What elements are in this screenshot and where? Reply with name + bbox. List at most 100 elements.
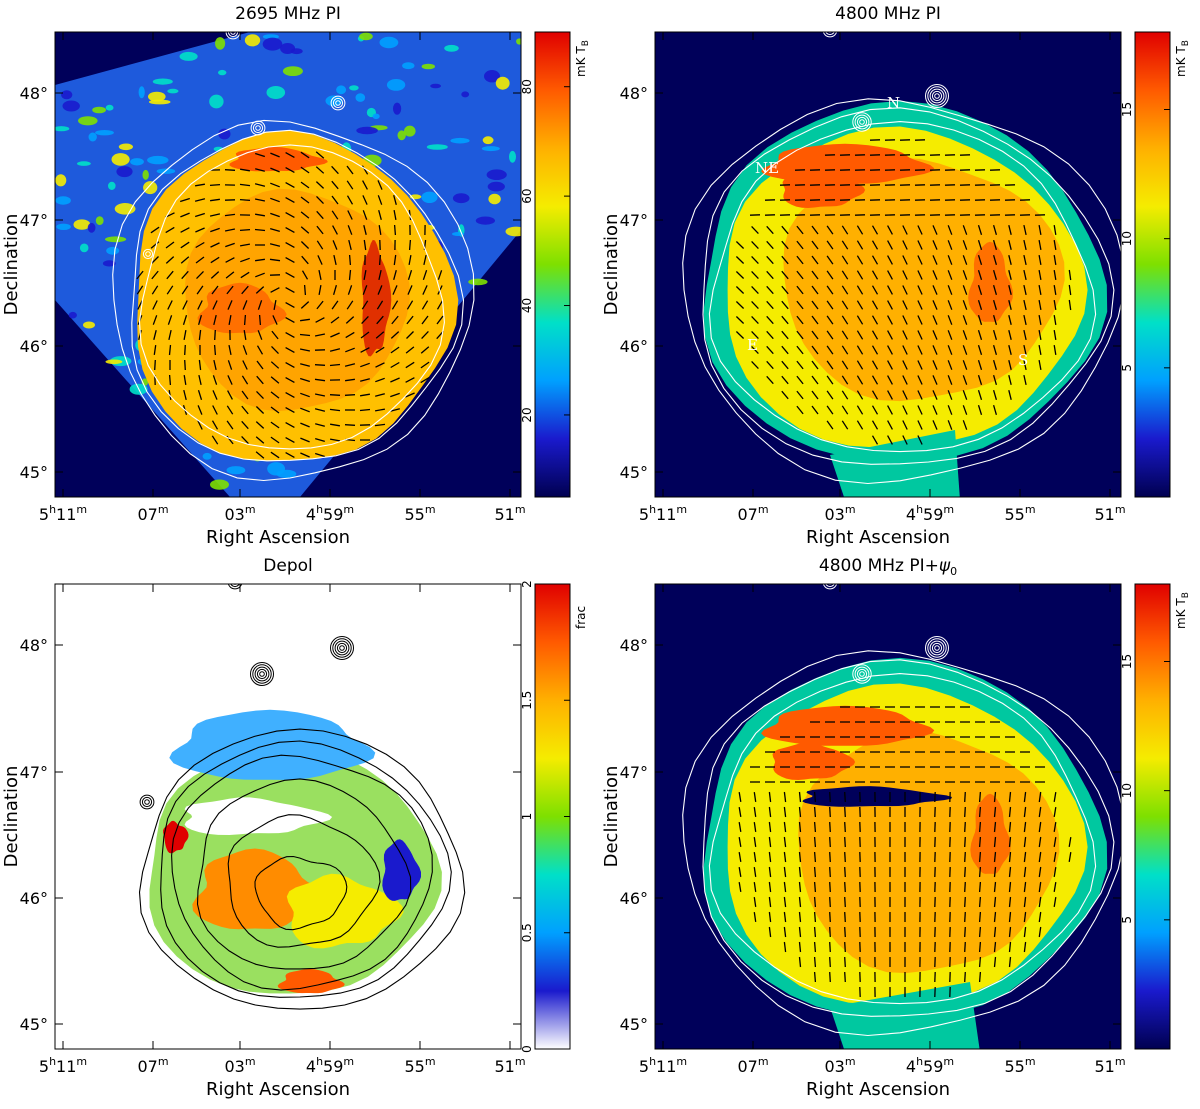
pol-vector xyxy=(215,330,216,340)
ra-tick-label: 55m xyxy=(404,1055,435,1076)
ra-m-unit: m xyxy=(425,503,436,516)
ra-h-unit: h xyxy=(49,503,56,516)
noise-blob xyxy=(69,312,77,319)
pol-vector xyxy=(815,867,816,877)
ra-m-unit: m xyxy=(1115,503,1126,516)
noise-blob xyxy=(53,126,69,131)
ra-tick-label: 03m xyxy=(824,503,855,524)
pol-vector xyxy=(845,972,846,982)
pol-vector xyxy=(980,972,981,982)
colorbar-tick-label: 5 xyxy=(1120,364,1134,372)
ra-m-unit: m xyxy=(158,1055,169,1068)
ra-m-unit: m xyxy=(676,503,687,516)
pol-vector xyxy=(980,912,981,922)
noise-blob xyxy=(398,130,406,140)
ra-h-unit: h xyxy=(916,503,923,516)
pol-vector xyxy=(965,927,966,937)
colorbar-unit: mK TB xyxy=(1174,40,1191,77)
ra-tick-hours: 4 xyxy=(306,1057,316,1076)
pol-vector xyxy=(965,912,966,922)
region-label-n: N xyxy=(887,94,900,112)
ra-tick-hours: 4 xyxy=(906,1057,916,1076)
pol-vector xyxy=(815,957,816,967)
pol-vector xyxy=(965,792,966,802)
ra-m-unit: m xyxy=(1115,1055,1126,1068)
pol-vector xyxy=(815,882,816,892)
pol-vector xyxy=(830,912,831,922)
ra-tick-label: 51m xyxy=(494,1055,525,1076)
pol-vector xyxy=(315,365,325,366)
colorbar-tick-label: 40 xyxy=(520,298,534,313)
noise-blob xyxy=(143,181,157,194)
noise-blob xyxy=(106,360,123,365)
ra-tick-hours: 5 xyxy=(39,1057,49,1076)
noise-blob xyxy=(422,64,435,70)
noise-blob xyxy=(245,34,260,46)
region-label-s: S xyxy=(1018,351,1028,369)
ra-m-unit: m xyxy=(1025,503,1036,516)
pol-vector xyxy=(845,852,846,862)
ra-tick-minutes: 07 xyxy=(737,1057,757,1076)
pol-vector xyxy=(350,255,351,265)
noise-blob xyxy=(89,133,97,142)
ra-m-unit: m xyxy=(245,503,256,516)
pol-vector xyxy=(980,927,981,937)
noise-blob xyxy=(116,166,132,177)
x-axis-label: Right Ascension xyxy=(806,527,950,548)
pol-vector xyxy=(815,912,816,922)
colorbar-tick-label: 15 xyxy=(1120,102,1134,117)
pol-vector xyxy=(245,315,246,325)
noise-blob xyxy=(83,322,95,329)
noise-blob xyxy=(227,466,246,474)
ra-tick-minutes: 11 xyxy=(656,1057,676,1076)
ra-tick-minutes: 03 xyxy=(224,1057,244,1076)
pol-vector xyxy=(345,395,355,396)
dec-tick-label: 46° xyxy=(620,889,648,908)
ra-tick-minutes: 55 xyxy=(1004,1057,1024,1076)
ra-m-unit: m xyxy=(245,1055,256,1068)
pol-vector xyxy=(185,360,186,370)
chart-title: Depol xyxy=(263,556,312,576)
noise-blob xyxy=(488,182,505,192)
noise-blob xyxy=(488,194,500,205)
pol-vector xyxy=(210,185,220,186)
pol-vector xyxy=(815,852,816,862)
colorbar-gradient xyxy=(1135,584,1170,1049)
pol-vector xyxy=(830,807,831,817)
dec-tick-label: 47° xyxy=(20,211,48,230)
noise-blob xyxy=(95,130,114,135)
noise-blob xyxy=(450,138,469,144)
colorbar-tick-label: 5 xyxy=(1120,916,1134,924)
pol-vector xyxy=(980,957,981,967)
pol-vector xyxy=(845,897,846,907)
title-symbol: ψ xyxy=(939,556,951,576)
ra-tick-label: 55m xyxy=(404,503,435,524)
noise-blob xyxy=(356,127,378,135)
pol-vector xyxy=(845,882,846,892)
ra-m-unit: m xyxy=(1025,1055,1036,1068)
region-label-ne: NE xyxy=(755,159,779,177)
pol-vector xyxy=(845,837,846,847)
colorbar-tick-label: 0 xyxy=(520,1045,534,1053)
pol-vector xyxy=(980,942,981,952)
ra-tick-minutes: 59 xyxy=(923,505,943,524)
y-axis-label: Declination xyxy=(1,214,22,316)
pol-vector xyxy=(170,375,171,385)
pol-vector xyxy=(815,972,816,982)
y-axis-label: Declination xyxy=(601,766,622,868)
pol-vector xyxy=(830,942,831,952)
ra-m-unit: m xyxy=(515,1055,526,1068)
colorbar-unit-text: mK T xyxy=(574,46,588,77)
ra-tick-label: 07m xyxy=(137,503,168,524)
ra-m-unit: m xyxy=(158,503,169,516)
colorbar-tick-label: 80 xyxy=(520,79,534,94)
pol-vector xyxy=(830,837,831,847)
pol-vector xyxy=(965,957,966,967)
colorbar-tick-label: 15 xyxy=(1120,654,1134,669)
